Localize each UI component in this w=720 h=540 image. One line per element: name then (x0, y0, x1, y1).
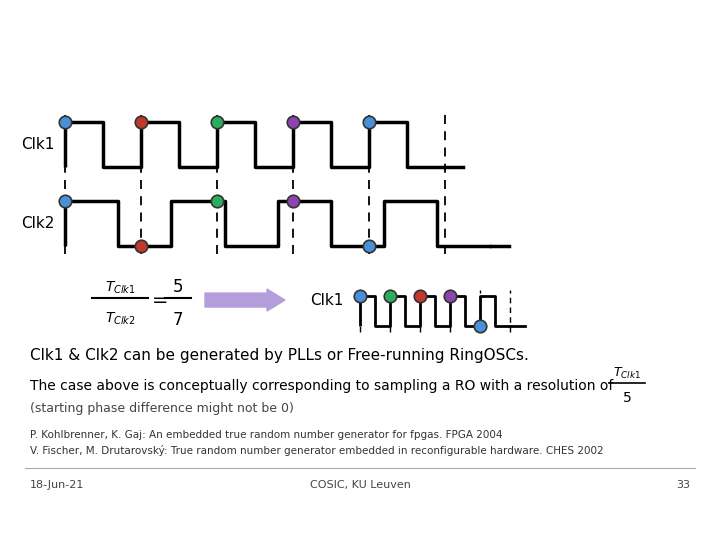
Text: $T_{Clk2}$: $T_{Clk2}$ (104, 311, 135, 327)
Text: $T_{Clk1}$: $T_{Clk1}$ (613, 366, 641, 381)
Text: $T_{Clk1}$: $T_{Clk1}$ (104, 280, 135, 296)
Text: 7: 7 (173, 311, 184, 329)
Text: V. Fischer, M. Drutarovský: True random number generator embedded in reconfigura: V. Fischer, M. Drutarovský: True random … (30, 445, 603, 456)
Text: The case above is conceptually corresponding to sampling a RO with a resolution : The case above is conceptually correspon… (30, 379, 613, 393)
Text: Clk1 & Clk2 can be generated by PLLs or Free-running RingOSCs.: Clk1 & Clk2 can be generated by PLLs or … (30, 348, 529, 363)
Text: 33: 33 (676, 480, 690, 490)
Text: P. Kohlbrenner, K. Gaj: An embedded true random number generator for fpgas. FPGA: P. Kohlbrenner, K. Gaj: An embedded true… (30, 430, 503, 441)
Text: Clk1: Clk1 (310, 293, 343, 308)
Text: (starting phase difference might not be 0): (starting phase difference might not be … (30, 402, 294, 415)
Text: COSIC, KU Leuven: COSIC, KU Leuven (310, 480, 410, 490)
Text: =: = (152, 291, 168, 309)
Text: 5: 5 (173, 278, 184, 296)
Text: 5: 5 (623, 390, 631, 404)
Text: Clk2: Clk2 (22, 217, 55, 231)
Text: Clk1: Clk1 (22, 137, 55, 152)
Text: 18-Jun-21: 18-Jun-21 (30, 480, 84, 490)
Text: Timing jitter based TRNG: Coherent Sampling: Timing jitter based TRNG: Coherent Sampl… (10, 21, 689, 47)
FancyArrow shape (205, 289, 285, 311)
